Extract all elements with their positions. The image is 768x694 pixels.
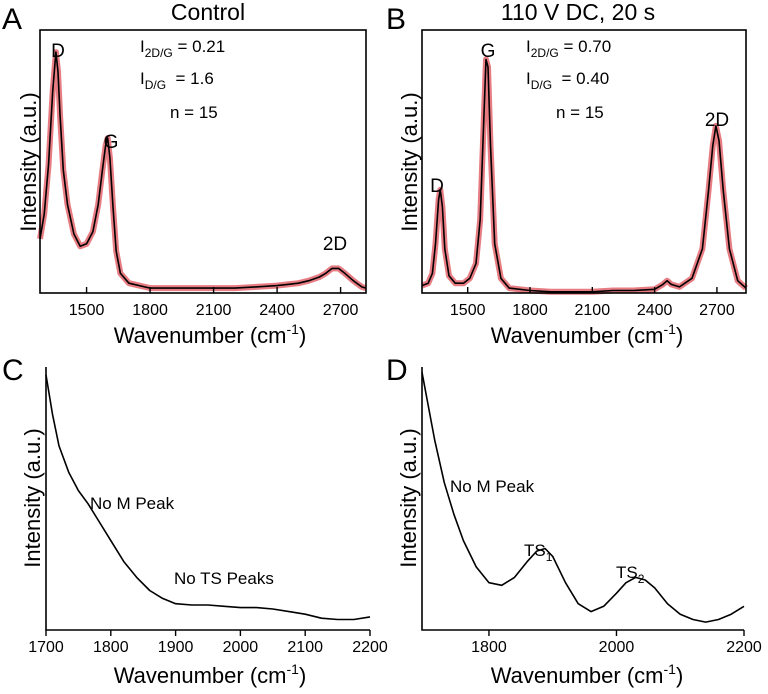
x-axis-label: Wavenumber (cm-1) xyxy=(114,321,307,348)
x-tick-label: 2400 xyxy=(637,302,673,319)
plot-area xyxy=(420,56,748,295)
panel-b: B 110 V DC, 20 s 1500 1800 2100 2400 2700 In… xyxy=(386,0,748,348)
plot-axes xyxy=(421,367,744,631)
plot-area xyxy=(37,49,367,292)
x-tick-label: 1800 xyxy=(93,639,129,656)
plot-frame xyxy=(421,29,747,294)
panel-c: C 1700 1800 1900 2000 2100 2200 Intensity (a.… xyxy=(2,354,388,688)
x-tick-label: 2400 xyxy=(259,302,295,319)
x-tick-label: 2100 xyxy=(196,302,232,319)
x-tick-label: 2700 xyxy=(699,302,735,319)
peak-label-d: D xyxy=(430,176,444,197)
y-axis-label: Intensity (a.u.) xyxy=(396,428,421,567)
x-axis-ticks: 1800 2000 2200 xyxy=(471,630,762,656)
x-axis-label: Wavenumber (cm-1) xyxy=(114,661,307,688)
x-tick-label: 1800 xyxy=(512,302,548,319)
peak-label-d: D xyxy=(51,41,65,62)
plot-area xyxy=(421,372,745,623)
spectrum-line xyxy=(421,58,747,293)
x-axis-label: Wavenumber (cm-1) xyxy=(491,661,684,688)
peak-label-g: G xyxy=(104,132,119,153)
y-axis-label: Intensity (a.u.) xyxy=(397,92,422,231)
y-axis-label: Intensity (a.u.) xyxy=(20,428,45,567)
x-axis-ticks: 1500 1800 2100 2400 2700 xyxy=(450,287,735,319)
x-tick-label: 1500 xyxy=(69,302,105,319)
peak-label-2d: 2D xyxy=(323,234,347,255)
annotation-i2dg: I2D/G = 0.70 xyxy=(526,37,611,60)
x-tick-label: 1800 xyxy=(471,639,507,656)
y-axis-label: Intensity (a.u.) xyxy=(16,92,41,231)
annotation-ts2: TS2 xyxy=(616,563,645,586)
plot-area xyxy=(45,374,371,621)
x-tick-label: 2100 xyxy=(287,639,323,656)
x-axis-ticks: 1500 1800 2100 2400 2700 xyxy=(69,287,359,319)
panel-letter: B xyxy=(386,3,406,36)
x-tick-label: 1500 xyxy=(450,302,486,319)
annotation-ts1: TS1 xyxy=(524,541,553,564)
panel-title: 110 V DC, 20 s xyxy=(501,0,655,25)
annotation-i2dg: I2D/G = 0.21 xyxy=(140,37,225,60)
x-tick-label: 2000 xyxy=(223,639,259,656)
annotation-idg: ID/G = 0.40 xyxy=(526,69,609,92)
panel-title: Control xyxy=(171,0,245,25)
x-tick-label: 2700 xyxy=(323,302,359,319)
x-axis-label: Wavenumber (cm-1) xyxy=(491,321,684,348)
peak-label-2d: 2D xyxy=(705,110,729,131)
x-tick-label: 2000 xyxy=(599,639,635,656)
x-tick-label: 1800 xyxy=(132,302,168,319)
panel-letter: D xyxy=(386,354,408,387)
x-axis-ticks: 1700 1800 1900 2000 2100 2200 xyxy=(28,630,388,656)
plot-frame xyxy=(39,29,367,294)
confidence-band xyxy=(420,56,748,295)
annotation-idg: ID/G = 1.6 xyxy=(140,69,214,92)
spectrum-line xyxy=(421,372,745,623)
panel-a: A Control 1500 1800 2100 2400 2700 Intensity… xyxy=(2,0,367,348)
annotation-no-m-peak: No M Peak xyxy=(90,494,175,513)
x-tick-label: 2200 xyxy=(352,639,388,656)
x-tick-label: 2100 xyxy=(575,302,611,319)
peak-label-g: G xyxy=(481,41,496,62)
spectrum-line xyxy=(39,51,367,289)
panel-d: D 1800 2000 2200 Intensity (a.u.) Wavenumb… xyxy=(386,354,762,688)
annotation-n: n = 15 xyxy=(170,103,218,122)
x-tick-label: 1900 xyxy=(158,639,194,656)
annotation-no-m-peak: No M Peak xyxy=(450,477,535,496)
x-tick-label: 2200 xyxy=(726,639,762,656)
annotation-n: n = 15 xyxy=(556,103,604,122)
panel-letter: A xyxy=(2,3,22,36)
annotation-no-ts-peaks: No TS Peaks xyxy=(174,569,274,588)
x-tick-label: 1700 xyxy=(28,639,64,656)
panel-letter: C xyxy=(2,354,24,387)
spectrum-line xyxy=(45,374,371,621)
